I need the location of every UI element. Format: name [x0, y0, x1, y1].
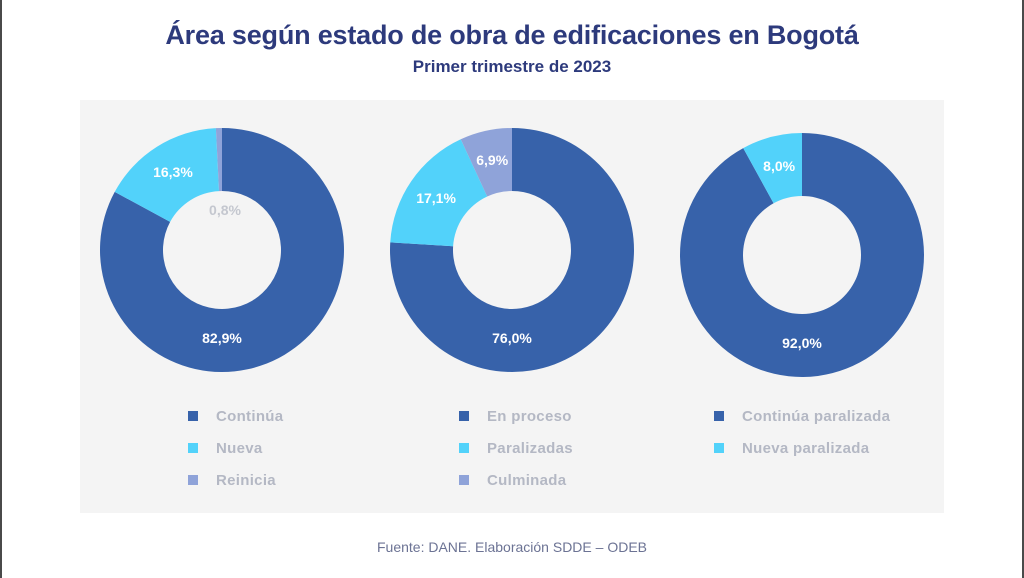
legend-item: Continúa paralizada	[714, 400, 934, 432]
slice-label: 6,9%	[476, 152, 508, 168]
slice-label: 82,9%	[202, 330, 242, 346]
legend-swatch	[459, 443, 469, 453]
donut-slice	[114, 128, 220, 222]
legend-item: Paralizadas	[459, 432, 699, 464]
donut-slice	[389, 128, 634, 372]
slice-label: 76,0%	[492, 330, 532, 346]
legend-3: Continúa paralizada Nueva paralizada	[714, 400, 934, 464]
legend-item: Reinicia	[188, 464, 428, 496]
legend-item: Nueva	[188, 432, 428, 464]
legend-label: Continúa	[216, 407, 284, 425]
donut-slice	[215, 128, 222, 192]
slice-label: 8,0%	[763, 158, 795, 174]
legend-item: En proceso	[459, 400, 699, 432]
legend-label: Continúa paralizada	[742, 407, 891, 425]
slice-label: 92,0%	[782, 335, 822, 351]
legend-swatch	[188, 411, 198, 421]
window-border-left	[0, 0, 2, 578]
legend-label: Nueva	[216, 439, 263, 457]
donut-slice	[390, 139, 488, 247]
donut-slice	[743, 133, 802, 204]
chart-subtitle: Primer trimestre de 2023	[412, 57, 612, 76]
legend-swatch	[714, 443, 724, 453]
legend-swatch	[188, 443, 198, 453]
donut-slice	[460, 128, 512, 197]
legend-item: Continúa	[188, 400, 428, 432]
legend-1: Continúa Nueva Reinicia	[188, 400, 428, 496]
legend-item: Nueva paralizada	[714, 432, 934, 464]
legend-swatch	[459, 411, 469, 421]
legend-label: Reinicia	[216, 471, 276, 489]
legend-label: En proceso	[487, 407, 572, 425]
slice-label: 16,3%	[153, 164, 193, 180]
legend-2: En proceso Paralizadas Culminada	[459, 400, 699, 496]
legend-label: Culminada	[487, 471, 567, 489]
legend-label: Paralizadas	[487, 439, 573, 457]
legend-swatch	[459, 475, 469, 485]
chart-title: Área según estado de obra de edificacion…	[165, 20, 859, 50]
window-border-right	[1022, 0, 1024, 578]
legend-item: Culminada	[459, 464, 699, 496]
donut-slice	[99, 128, 344, 372]
source-note: Fuente: DANE. Elaboración SDDE – ODEB	[376, 539, 647, 555]
donut-slice	[680, 133, 924, 378]
slice-label: 0,8%	[209, 202, 241, 218]
slice-label: 17,1%	[416, 190, 456, 206]
legend-label: Nueva paralizada	[742, 439, 870, 457]
legend-swatch	[188, 475, 198, 485]
legend-swatch	[714, 411, 724, 421]
